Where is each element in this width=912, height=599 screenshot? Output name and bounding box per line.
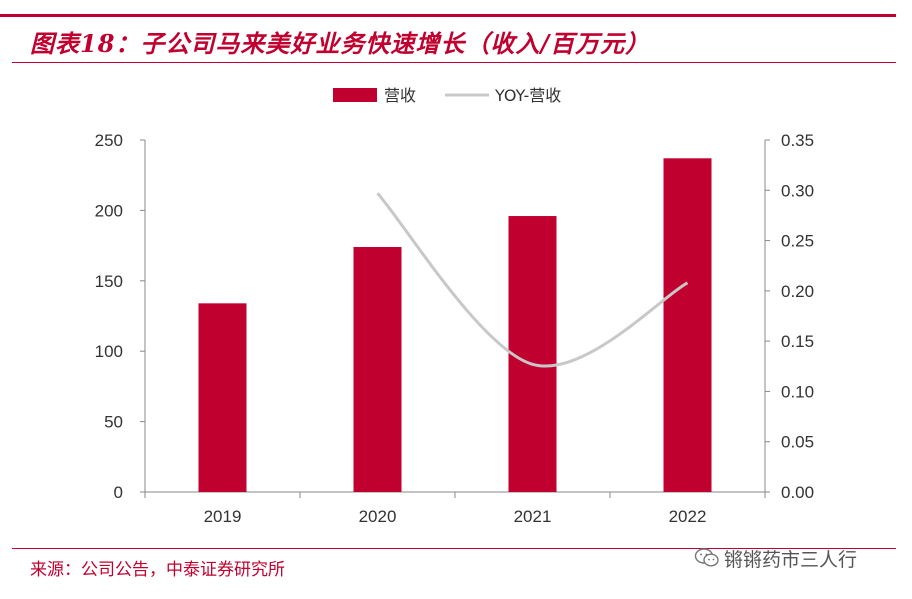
chart-title: 图表18：子公司马来美好业务快速增长（收入/百万元）: [30, 29, 651, 58]
legend-bar-label: 营收: [384, 86, 416, 105]
title-top-rule: [0, 14, 896, 17]
left-tick-label: 100: [95, 342, 123, 361]
left-tick-label: 150: [95, 272, 123, 291]
bar: [353, 247, 402, 492]
x-tick-label: 2019: [204, 507, 242, 526]
left-tick-label: 200: [95, 201, 123, 220]
yoy-line: [376, 192, 689, 368]
footer-rule: [12, 548, 896, 549]
bar: [198, 303, 247, 492]
right-tick-label: 0.35: [781, 131, 814, 150]
title-underline: [12, 62, 896, 63]
x-tick-label: 2022: [669, 507, 707, 526]
watermark: 锵锵药市三人行: [694, 545, 857, 574]
x-tick-label: 2021: [514, 507, 552, 526]
right-tick-label: 0.00: [781, 483, 814, 502]
right-tick-label: 0.05: [781, 433, 814, 452]
legend-bar-swatch: [333, 88, 377, 102]
right-tick-label: 0.15: [781, 332, 814, 351]
bar: [508, 216, 557, 493]
right-tick-label: 0.20: [781, 282, 814, 301]
source-note: 来源：公司公告，中泰证券研究所: [30, 560, 285, 580]
bar: [663, 158, 712, 492]
x-tick-label: 2020: [359, 507, 397, 526]
right-tick-label: 0.10: [781, 382, 814, 401]
left-tick-label: 250: [95, 131, 123, 150]
left-tick-label: 50: [104, 413, 123, 432]
watermark-text: 锵锵药市三人行: [724, 549, 858, 571]
wechat-icon: [694, 547, 720, 574]
chart: 0 50 100 150 200 250 0.00 0.05 0.10 0.15 0.20 0.25 0…: [95, 86, 814, 526]
right-tick-label: 0.30: [781, 181, 814, 200]
left-tick-label: 0: [114, 483, 123, 502]
right-tick-label: 0.25: [781, 232, 814, 251]
legend-line-label: YOY-营收: [494, 86, 561, 105]
